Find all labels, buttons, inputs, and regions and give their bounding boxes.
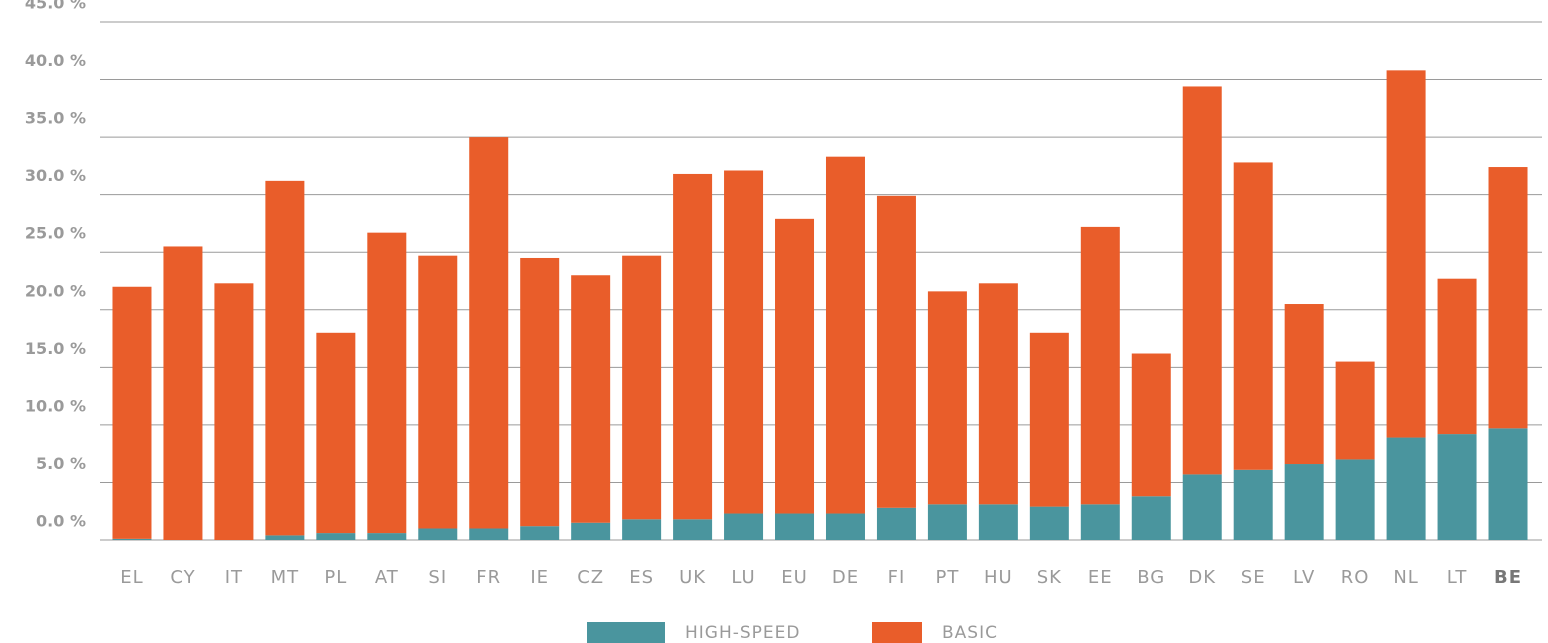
bar-segment: [1284, 464, 1324, 540]
bar-segment: [1335, 459, 1375, 540]
x-tick-label: HU: [984, 567, 1013, 588]
bar-segment: [1335, 361, 1375, 460]
x-tick-label: LT: [1447, 567, 1468, 588]
legend-label: BASIC: [942, 623, 998, 643]
legend-swatch: [872, 622, 922, 643]
x-tick-label: RO: [1341, 567, 1370, 588]
bar-segment: [1386, 70, 1426, 438]
bar-segment: [1080, 226, 1120, 505]
x-tick-label: SE: [1241, 567, 1266, 588]
bar-segment: [673, 173, 713, 520]
bar-segment: [1131, 496, 1171, 540]
x-tick-label: ES: [629, 567, 654, 588]
bar-segment: [1386, 437, 1426, 540]
x-tick-label: IT: [225, 567, 243, 588]
bar-segment: [163, 246, 203, 540]
bar-segment: [520, 526, 560, 540]
bar-segment: [112, 538, 152, 540]
bar-segment: [1029, 332, 1069, 507]
bar-segment: [1437, 278, 1477, 435]
bar-segment: [571, 275, 611, 523]
bar-segment: [265, 180, 305, 536]
y-tick-label: 0.0 %: [36, 512, 86, 531]
bar-segment: [1488, 428, 1528, 540]
x-tick-label: DK: [1188, 567, 1216, 588]
bar-segment: [622, 519, 662, 540]
x-tick-label: PT: [935, 567, 959, 588]
x-tick-label: EL: [120, 567, 143, 588]
bar-segment: [1182, 474, 1222, 540]
x-tick-label: FR: [476, 567, 501, 588]
x-tick-label: BE: [1494, 567, 1522, 588]
bar-segment: [520, 257, 560, 527]
bar-segment: [1182, 86, 1222, 475]
bar-segment: [1080, 504, 1120, 540]
bar-segment: [876, 507, 916, 540]
bar-segment: [316, 332, 356, 534]
x-tick-label: MT: [271, 567, 300, 588]
bar-segment: [825, 156, 865, 514]
bar-segment: [927, 291, 967, 505]
x-tick-label: UK: [679, 567, 706, 588]
x-tick-label: BG: [1137, 567, 1165, 588]
bar-segment: [316, 533, 356, 540]
y-tick-label: 45.0 %: [25, 0, 86, 13]
bar-segment: [418, 528, 458, 540]
y-tick-label: 35.0 %: [25, 109, 86, 128]
bar-segment: [927, 504, 967, 540]
x-tick-label: NL: [1393, 567, 1419, 588]
x-tick-label: EU: [781, 567, 808, 588]
bar-segment: [367, 232, 407, 534]
bar-segment: [775, 513, 815, 540]
y-tick-label: 15.0 %: [25, 339, 86, 358]
legend-swatch: [587, 622, 665, 643]
bar-segment: [876, 195, 916, 508]
bar-segment: [978, 504, 1018, 540]
x-tick-label: CZ: [577, 567, 604, 588]
x-tick-label: AT: [375, 567, 399, 588]
bar-segment: [214, 283, 254, 540]
bar-segment: [724, 513, 764, 540]
x-tick-label: SI: [428, 567, 447, 588]
bar-segment: [724, 170, 764, 514]
bar-segment: [1488, 167, 1528, 429]
legend-label: HIGH-SPEED: [685, 623, 801, 643]
bar-segment: [469, 137, 509, 529]
x-tick-label: EE: [1088, 567, 1113, 588]
bar-segment: [1233, 469, 1273, 540]
x-tick-label: LV: [1293, 567, 1315, 588]
x-tick-label: FI: [888, 567, 906, 588]
y-tick-label: 10.0 %: [25, 396, 86, 415]
bar-segment: [1131, 353, 1171, 497]
bar-segment: [673, 519, 713, 540]
bar-segment: [825, 513, 865, 540]
bar-segment: [775, 218, 815, 514]
y-tick-label: 25.0 %: [25, 224, 86, 243]
bar-segment: [112, 286, 152, 539]
bar-segment: [367, 533, 407, 540]
bar-segment: [622, 255, 662, 520]
bar-segment: [469, 528, 509, 540]
y-tick-label: 40.0 %: [25, 51, 86, 70]
bar-segment: [1437, 434, 1477, 540]
bar-segment: [1233, 162, 1273, 470]
y-tick-label: 5.0 %: [36, 454, 86, 473]
bar-segment: [978, 283, 1018, 505]
bar-segment: [1029, 506, 1069, 540]
x-tick-label: PL: [324, 567, 347, 588]
bar-segment: [265, 535, 305, 540]
bar-segment: [418, 255, 458, 529]
bar-segment: [571, 522, 611, 540]
x-tick-label: LU: [731, 567, 755, 588]
x-tick-label: DE: [832, 567, 859, 588]
x-tick-label: SK: [1037, 567, 1062, 588]
y-tick-label: 20.0 %: [25, 281, 86, 300]
bar-segment: [1284, 304, 1324, 465]
x-tick-label: IE: [530, 567, 549, 588]
y-tick-label: 30.0 %: [25, 166, 86, 185]
x-tick-label: CY: [170, 567, 195, 588]
